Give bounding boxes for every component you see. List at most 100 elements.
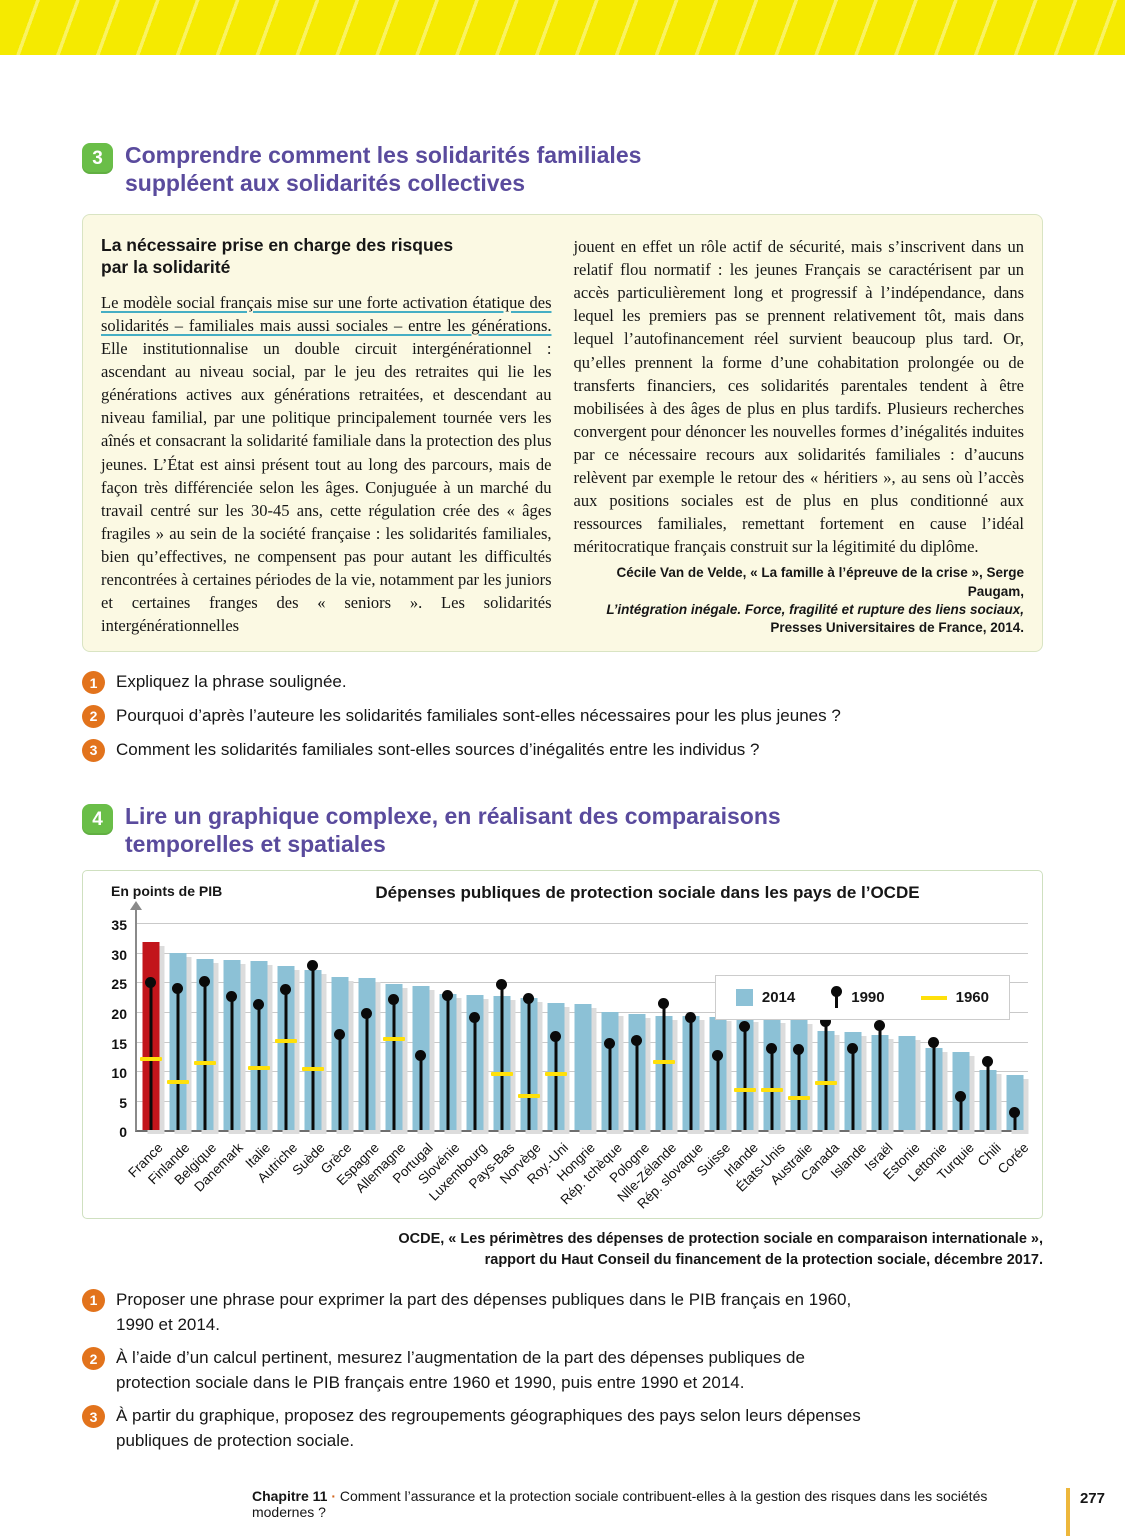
document-citation: Cécile Van de Velde, « La famille à l’ép… xyxy=(574,564,1024,637)
legend-item-1990: 1990 xyxy=(831,986,885,1009)
chart-header: En points de PIB Dépenses publiques de p… xyxy=(97,883,1028,903)
y-tick-label: 15 xyxy=(111,1035,127,1052)
section-3-badge: 3 xyxy=(82,143,113,174)
section-4-title: Lire un graphique complexe, en réalisant… xyxy=(125,802,781,858)
dash-1960 xyxy=(274,1039,297,1043)
footer-chapter-title: Comment l’assurance et la protection soc… xyxy=(251,1487,988,1520)
y-axis-stem xyxy=(135,907,137,926)
question-text: Pourquoi d’après l’auteure les solidarit… xyxy=(116,705,841,725)
section-3-title-line2: suppléent aux solidarités collectives xyxy=(125,170,526,197)
document-right-text: jouent en effet un rôle actif de sécurit… xyxy=(573,237,1025,557)
dash-1960 xyxy=(760,1088,783,1093)
pin-1990 xyxy=(230,1000,233,1131)
legend-pin-icon xyxy=(831,986,843,1009)
question-text: Expliquez la phrase soulignée. xyxy=(116,672,347,692)
chart-category-cell xyxy=(461,925,488,1131)
bar-2014 xyxy=(574,1004,591,1131)
question-text: Comment les solidarités familiales sont-… xyxy=(116,739,760,759)
x-label-cell: Chili xyxy=(974,1132,1004,1214)
chart-category-cell xyxy=(920,925,947,1131)
chart-category-cell xyxy=(245,925,272,1131)
footer-separator: · xyxy=(331,1487,337,1504)
x-label-cell: Suède xyxy=(289,1132,327,1214)
x-label-cell: Turquie xyxy=(934,1132,977,1214)
pin-1990 xyxy=(743,1029,746,1131)
chart-category-cell xyxy=(407,925,434,1131)
chart-category-cell xyxy=(1001,925,1028,1131)
chart-category-cell xyxy=(650,925,677,1131)
question-row: 1 Proposer une phrase pour exprimer la p… xyxy=(82,1288,1043,1337)
question-row: 3 Comment les solidarités familiales son… xyxy=(82,738,1043,763)
pin-1990 xyxy=(662,1006,665,1131)
question-text: À partir du graphique, proposez des regr… xyxy=(116,1406,861,1451)
section-4-heading: 4 Lire un graphique complexe, en réalisa… xyxy=(82,802,1043,858)
y-tick-label: 25 xyxy=(111,976,127,993)
dash-1960 xyxy=(490,1072,513,1077)
y-tick-label: 0 xyxy=(119,1124,127,1141)
question-badge: 1 xyxy=(82,671,105,695)
pin-1990 xyxy=(608,1046,611,1131)
pin-1990 xyxy=(878,1029,881,1131)
question-badge: 1 xyxy=(82,1288,105,1312)
pin-1990 xyxy=(635,1043,638,1131)
document-box: La nécessaire prise en charge des risque… xyxy=(82,214,1043,653)
chart-category-cell xyxy=(299,925,326,1131)
document-right-column: jouent en effet un rôle actif de sécurit… xyxy=(574,235,1025,637)
dash-1960 xyxy=(787,1095,810,1100)
chart-category-cell xyxy=(164,925,191,1131)
x-label-cell: Islande xyxy=(827,1132,868,1214)
pin-1990 xyxy=(311,969,314,1131)
pin-1990 xyxy=(338,1038,341,1131)
chart-category-cell xyxy=(218,925,245,1131)
gridline xyxy=(137,952,1028,954)
bar-2014 xyxy=(898,1035,915,1131)
y-axis-arrow-icon xyxy=(130,901,142,911)
chart-category-cell xyxy=(785,925,812,1131)
question-text: Proposer une phrase pour exprimer la par… xyxy=(116,1289,852,1334)
pin-1990 xyxy=(932,1045,935,1131)
chart-category-cell xyxy=(731,925,758,1131)
dash-1960 xyxy=(139,1057,162,1062)
section-4-badge: 4 xyxy=(82,804,113,836)
legend-label: 2014 xyxy=(761,989,796,1007)
page-number-bar xyxy=(1065,1487,1070,1536)
y-tick-label: 5 xyxy=(119,1094,127,1111)
chart-source-line2: rapport du Haut Conseil du financement d… xyxy=(484,1251,1043,1268)
underlined-sentence: Le modèle social français mise sur une f… xyxy=(101,292,552,335)
x-label-cell: Autriche xyxy=(255,1132,301,1214)
chart-category-cell xyxy=(137,925,164,1131)
legend-item-2014: 2014 xyxy=(735,989,796,1007)
pin-1990 xyxy=(500,987,503,1131)
section-3-questions: 1 Expliquez la phrase soulignée. 2 Pourq… xyxy=(82,670,1043,762)
document-left-text: Le modèle social français mise sur une f… xyxy=(101,291,552,637)
document-left-column: La nécessaire prise en charge des risque… xyxy=(101,235,552,637)
question-badge: 3 xyxy=(82,1405,105,1429)
chart-area: 0 5 10 15 20 25 30 35 2014 1990 1960 xyxy=(97,901,1028,1140)
citation-authors: Cécile Van de Velde, « La famille à l’ép… xyxy=(616,565,1024,599)
dash-1960 xyxy=(733,1088,756,1093)
chart-category-cell xyxy=(434,925,461,1131)
pin-1990 xyxy=(419,1058,422,1131)
left-text-rest: Elle institutionnalise un double circuit… xyxy=(101,339,552,636)
chart-source: OCDE, « Les périmètres des dépenses de p… xyxy=(82,1229,1043,1270)
chart-category-cell xyxy=(191,925,218,1131)
citation-publisher: Presses Universitaires de France, 2014. xyxy=(770,620,1024,636)
dash-1960 xyxy=(301,1067,324,1072)
y-tick-label: 10 xyxy=(111,1065,127,1082)
section-4-title-line2: temporelles et spatiales xyxy=(125,831,386,858)
chart-box: En points de PIB Dépenses publiques de p… xyxy=(82,870,1043,1220)
chart-y-axis: 0 5 10 15 20 25 30 35 xyxy=(97,917,135,1140)
pin-1990 xyxy=(392,1003,395,1131)
section-3-title: Comprendre comment les solidarités famil… xyxy=(125,141,641,197)
question-row: 2 À l’aide d’un calcul pertinent, mesure… xyxy=(82,1346,1043,1395)
pin-1990 xyxy=(203,985,206,1131)
chart-source-line1: OCDE, « Les périmètres des dépenses de p… xyxy=(398,1231,1043,1248)
y-tick-label: 20 xyxy=(111,1006,127,1023)
chart-category-cell xyxy=(326,925,353,1131)
question-text: À l’aide d’un calcul pertinent, mesurez … xyxy=(116,1348,805,1392)
pin-1990 xyxy=(284,992,287,1131)
citation-work: L’intégration inégale. Force, fragilité … xyxy=(606,601,1024,617)
chart-category-cell xyxy=(353,925,380,1131)
chart-title: Dépenses publiques de protection sociale… xyxy=(375,883,920,903)
page-number: 277 xyxy=(1079,1489,1105,1507)
